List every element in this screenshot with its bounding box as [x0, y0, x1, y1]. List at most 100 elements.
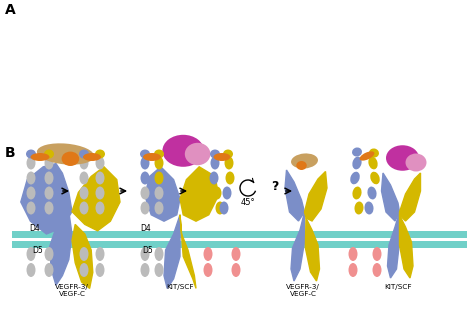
Ellipse shape — [45, 157, 54, 169]
Ellipse shape — [222, 186, 231, 200]
Ellipse shape — [45, 202, 54, 214]
Bar — [12, 231, 467, 238]
Ellipse shape — [45, 186, 54, 200]
Ellipse shape — [30, 153, 49, 161]
Ellipse shape — [45, 171, 54, 184]
Ellipse shape — [27, 202, 36, 214]
Ellipse shape — [155, 186, 164, 200]
Ellipse shape — [348, 263, 357, 277]
Ellipse shape — [373, 263, 382, 277]
Ellipse shape — [154, 150, 164, 159]
Text: KIT/SCF: KIT/SCF — [384, 284, 412, 290]
Ellipse shape — [213, 153, 230, 161]
Ellipse shape — [27, 247, 36, 261]
Ellipse shape — [163, 135, 204, 167]
Ellipse shape — [355, 202, 364, 214]
Polygon shape — [21, 164, 72, 234]
Polygon shape — [305, 218, 319, 281]
Ellipse shape — [373, 247, 382, 261]
Ellipse shape — [140, 247, 149, 261]
Polygon shape — [291, 212, 304, 281]
Ellipse shape — [367, 186, 376, 200]
Text: 45°: 45° — [241, 198, 255, 207]
Ellipse shape — [95, 150, 105, 159]
Text: D4: D4 — [29, 224, 40, 233]
Ellipse shape — [27, 263, 36, 277]
Ellipse shape — [95, 202, 104, 214]
Ellipse shape — [140, 171, 149, 184]
Ellipse shape — [155, 263, 164, 277]
Ellipse shape — [348, 247, 357, 261]
Ellipse shape — [210, 171, 219, 184]
Ellipse shape — [226, 171, 235, 184]
Ellipse shape — [296, 161, 307, 170]
Ellipse shape — [223, 150, 233, 159]
Ellipse shape — [80, 186, 89, 200]
Polygon shape — [50, 212, 72, 285]
Polygon shape — [72, 167, 120, 231]
Polygon shape — [304, 171, 327, 221]
Ellipse shape — [80, 157, 89, 169]
Ellipse shape — [95, 157, 104, 169]
Ellipse shape — [368, 157, 378, 169]
Text: KIT/SCF: KIT/SCF — [166, 284, 194, 290]
Ellipse shape — [155, 247, 164, 261]
Polygon shape — [72, 224, 93, 288]
Text: B: B — [5, 146, 16, 160]
Ellipse shape — [140, 186, 149, 200]
Ellipse shape — [352, 148, 362, 157]
Ellipse shape — [203, 247, 212, 261]
Polygon shape — [164, 215, 180, 288]
Ellipse shape — [291, 154, 318, 169]
Ellipse shape — [210, 150, 220, 159]
Ellipse shape — [80, 171, 89, 184]
Ellipse shape — [203, 263, 212, 277]
Polygon shape — [400, 215, 413, 278]
Text: ?: ? — [271, 179, 279, 193]
Ellipse shape — [95, 263, 104, 277]
Ellipse shape — [212, 186, 221, 200]
Ellipse shape — [27, 157, 36, 169]
Ellipse shape — [231, 263, 240, 277]
Ellipse shape — [95, 186, 104, 200]
Text: VEGFR-3/
VEGF-C: VEGFR-3/ VEGF-C — [55, 284, 89, 297]
Polygon shape — [388, 212, 400, 278]
Ellipse shape — [360, 151, 374, 161]
Ellipse shape — [140, 263, 149, 277]
Ellipse shape — [79, 150, 89, 159]
Ellipse shape — [352, 157, 362, 169]
Ellipse shape — [45, 247, 54, 261]
Ellipse shape — [225, 157, 234, 169]
Text: D5: D5 — [142, 246, 153, 255]
Ellipse shape — [80, 247, 89, 261]
Polygon shape — [145, 167, 180, 221]
Ellipse shape — [80, 263, 89, 277]
Ellipse shape — [140, 157, 149, 169]
Ellipse shape — [405, 154, 427, 171]
Ellipse shape — [216, 202, 225, 214]
Ellipse shape — [155, 171, 164, 184]
Ellipse shape — [155, 202, 164, 214]
Ellipse shape — [27, 171, 36, 184]
Ellipse shape — [95, 171, 104, 184]
Ellipse shape — [353, 186, 362, 200]
Ellipse shape — [185, 143, 210, 165]
Ellipse shape — [44, 150, 54, 159]
Polygon shape — [180, 215, 196, 288]
Ellipse shape — [140, 150, 150, 159]
Ellipse shape — [27, 186, 36, 200]
Ellipse shape — [219, 202, 228, 214]
Polygon shape — [285, 170, 304, 221]
Ellipse shape — [365, 202, 374, 214]
Ellipse shape — [80, 202, 89, 214]
Ellipse shape — [95, 247, 104, 261]
Text: VEGFR-3/
VEGF-C: VEGFR-3/ VEGF-C — [286, 284, 320, 297]
Polygon shape — [382, 173, 400, 221]
Ellipse shape — [37, 143, 94, 165]
Ellipse shape — [369, 149, 379, 158]
Ellipse shape — [26, 150, 36, 159]
Ellipse shape — [370, 172, 380, 184]
Polygon shape — [400, 173, 420, 221]
Ellipse shape — [350, 172, 360, 184]
Ellipse shape — [143, 153, 161, 161]
